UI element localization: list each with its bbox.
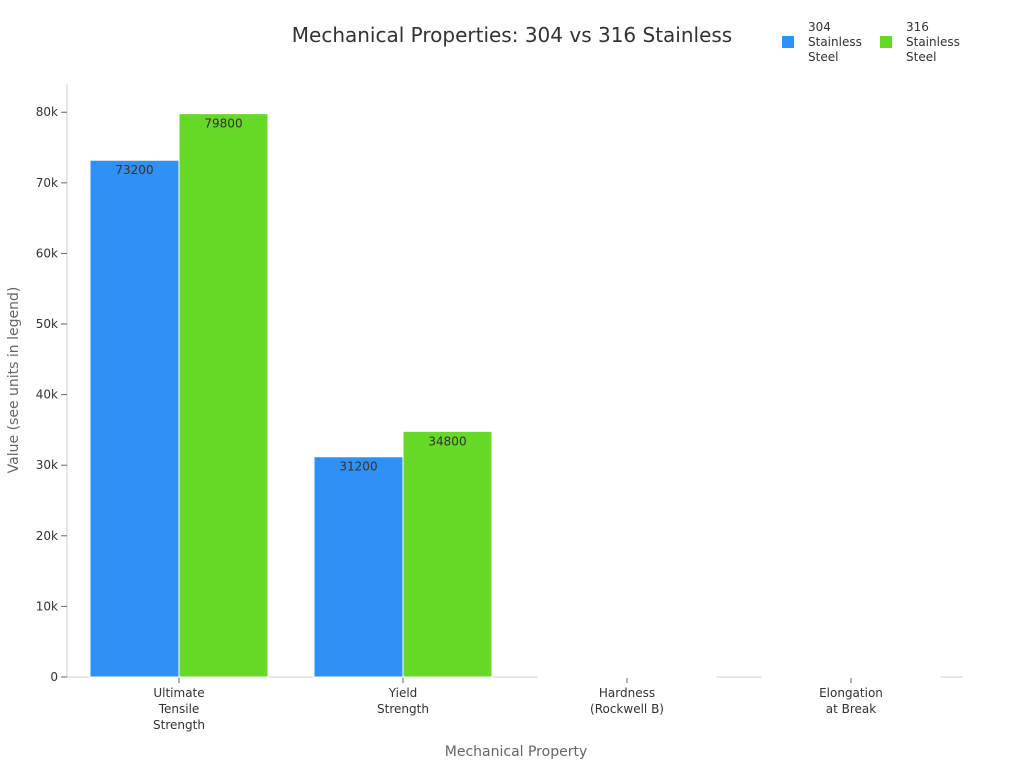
bar[interactable] <box>89 159 180 678</box>
y-axis-title: Value (see units in legend) <box>6 287 22 474</box>
legend-swatch <box>880 36 892 48</box>
x-tick-label: Elongation at Break <box>819 686 883 716</box>
y-tick-label: 40k <box>36 388 58 402</box>
legend-label: 316 Stainless Steel <box>906 20 960 64</box>
x-tick-label: Ultimate Tensile Strength <box>153 686 205 732</box>
data-labels-group: 73200 79800 31200 34800 <box>115 117 466 474</box>
bar[interactable] <box>313 456 404 678</box>
bar-value-label: 34800 <box>428 434 466 448</box>
y-tick-label: 30k <box>36 458 58 472</box>
bar[interactable] <box>537 676 628 678</box>
x-axis: Ultimate Tensile Strength Yield Strength Hard… <box>67 676 963 732</box>
legend-item[interactable]: 304 Stainless Steel <box>782 20 862 64</box>
bar[interactable] <box>761 676 852 678</box>
legend: 304 Stainless Steel 316 Stainless Steel <box>782 20 960 64</box>
legend-item[interactable]: 316 Stainless Steel <box>880 20 960 64</box>
bars-group <box>89 113 941 678</box>
legend-label: 304 Stainless Steel <box>808 20 862 64</box>
chart-title: Mechanical Properties: 304 vs 316 Stainl… <box>292 23 732 47</box>
x-axis-title: Mechanical Property <box>445 744 587 760</box>
legend-swatch <box>782 36 794 48</box>
bar-value-label: 73200 <box>115 163 153 177</box>
y-tick-label: 60k <box>36 246 58 260</box>
y-tick-label: 80k <box>36 105 58 119</box>
y-tick-label: 70k <box>36 176 58 190</box>
bar[interactable] <box>402 430 493 678</box>
y-axis: 0 10k 20k 30k 40k 50k 60k 70k 80k <box>36 84 68 684</box>
y-tick-label: 0 <box>50 670 58 684</box>
bar[interactable] <box>850 676 941 678</box>
y-tick-label: 10k <box>36 599 58 613</box>
bar-value-label: 31200 <box>339 460 377 474</box>
x-tick-label: Hardness (Rockwell B) <box>590 686 664 716</box>
y-tick-label: 50k <box>36 317 58 331</box>
bar[interactable] <box>178 113 269 678</box>
bar-value-label: 79800 <box>204 117 242 131</box>
bar[interactable] <box>626 675 717 678</box>
y-tick-label: 20k <box>36 529 58 543</box>
x-tick-label: Yield Strength <box>377 686 429 716</box>
